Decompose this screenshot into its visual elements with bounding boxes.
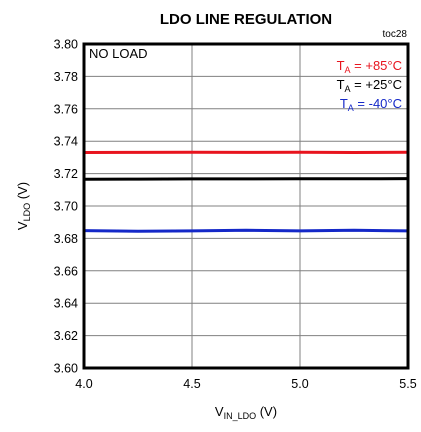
y-tick-label: 3.78 <box>54 70 78 84</box>
annotation-text: NO LOAD <box>89 46 148 61</box>
y-tick-label: 3.66 <box>54 264 78 278</box>
legend-entry-1: TA = +25°C <box>337 77 402 94</box>
chart-title: LDO LINE REGULATION <box>160 11 332 28</box>
y-tick-label: 3.68 <box>54 232 78 246</box>
legend: TA = +85°C TA = +25°C TA = -40°C <box>337 58 402 113</box>
y-tick-label: 3.64 <box>54 297 78 311</box>
y-axis-label: VLDO (V) <box>15 182 32 230</box>
x-tick-label: 4.5 <box>183 377 200 391</box>
legend-entry-0: TA = +85°C <box>337 58 402 75</box>
y-axis-label-sub: LDO <box>22 203 32 222</box>
x-axis-label-unit: (V) <box>256 404 277 419</box>
plot-frame <box>82 42 410 370</box>
x-axis-label-sub: IN_LDO <box>224 411 257 421</box>
legend-entry-2: TA = -40°C <box>340 96 402 113</box>
figure-id: toc28 <box>383 29 408 40</box>
x-tick-label: 5.5 <box>399 377 416 391</box>
y-tick-labels: 3.60 3.62 3.64 3.66 3.68 3.70 3.72 3.74 3.76 3.78… <box>54 38 78 376</box>
series-line-2 <box>83 228 409 233</box>
y-tick-label: 3.60 <box>54 362 78 376</box>
grid <box>83 43 409 369</box>
y-tick-label: 3.62 <box>54 329 78 343</box>
y-tick-label: 3.80 <box>54 38 78 52</box>
x-axis-label: VIN_LDO (V) <box>215 404 277 421</box>
x-tick-label: 5.0 <box>291 377 308 391</box>
series-line-1 <box>83 177 409 181</box>
y-axis-label-main: V <box>15 221 30 230</box>
x-tick-label: 4.0 <box>75 377 92 391</box>
y-tick-label: 3.76 <box>54 102 78 116</box>
y-tick-label: 3.70 <box>54 200 78 214</box>
y-tick-label: 3.74 <box>54 135 78 149</box>
x-tick-labels: 4.0 4.5 5.0 5.5 <box>75 377 416 391</box>
series-layer <box>83 150 409 233</box>
y-axis-label-unit: (V) <box>15 182 30 203</box>
y-tick-label: 3.72 <box>54 167 78 181</box>
x-axis-label-main: V <box>215 404 224 419</box>
